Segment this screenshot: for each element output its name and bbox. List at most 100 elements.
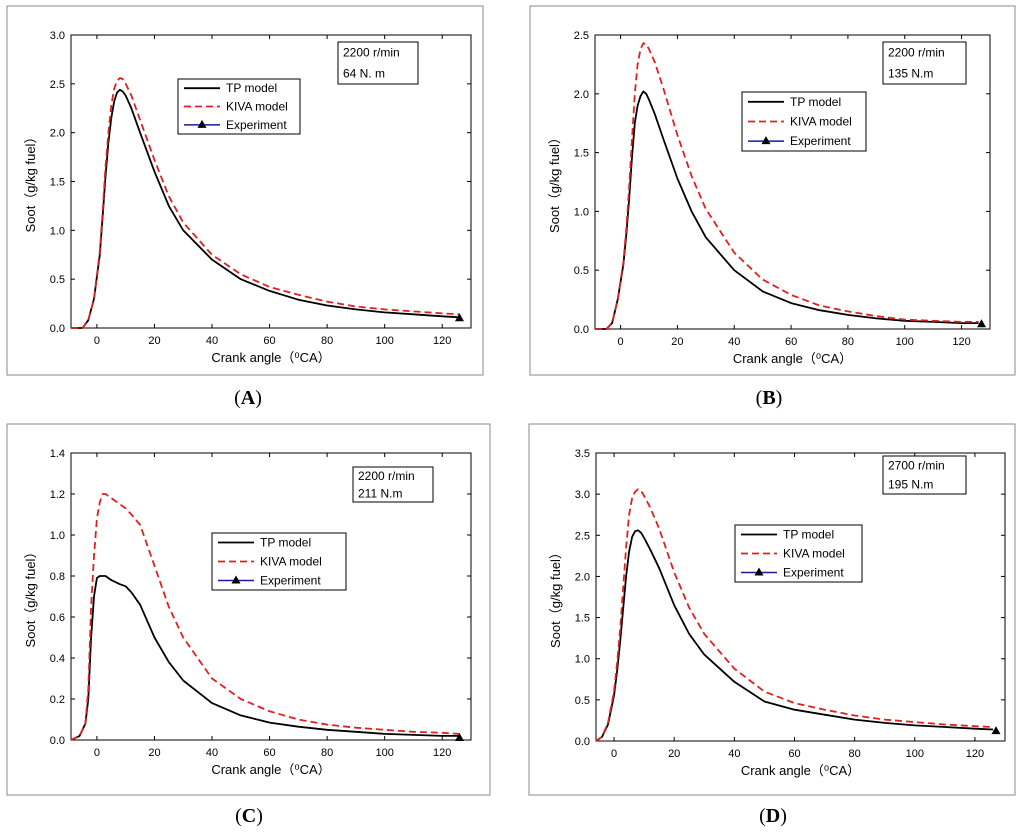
- kiva-model-line: [595, 42, 979, 330]
- legend-label: TP model: [260, 536, 311, 550]
- legend-experiment-marker: [197, 119, 207, 128]
- x-tick-label: 0: [611, 748, 617, 760]
- y-tick-label: 2.0: [574, 89, 589, 101]
- condition-box: [337, 41, 419, 85]
- x-tick-label: 80: [321, 747, 333, 759]
- panel-frame: [6, 423, 491, 796]
- y-tick-label: 0.5: [575, 695, 590, 707]
- y-tick-label: 0.6: [50, 612, 65, 624]
- x-tick-label: 120: [966, 748, 984, 760]
- legend-label: TP model: [790, 95, 841, 109]
- y-tick-label: 3.0: [575, 489, 590, 501]
- y-tick-label: 1.5: [575, 613, 590, 625]
- y-axis-title: Soot（g/kg fuel）: [23, 131, 38, 233]
- panel-label: (C): [235, 805, 263, 827]
- y-tick-label: 1.0: [574, 206, 589, 218]
- x-tick-label: 80: [321, 335, 333, 347]
- y-tick-label: 3.0: [50, 30, 65, 42]
- plot-area: [594, 34, 991, 330]
- x-tick-label: 60: [263, 335, 275, 347]
- x-axis-title: Crank angle（⁰CA）: [741, 763, 860, 778]
- condition-text: 2700 r/min: [888, 459, 945, 473]
- condition-box: [352, 466, 434, 503]
- condition-box: [882, 41, 967, 85]
- panel-label: (B): [756, 387, 783, 409]
- panel-frame: [528, 423, 1016, 796]
- x-tick-label: 0: [618, 336, 624, 348]
- panel-frame: [6, 5, 484, 376]
- plot-area: [595, 452, 1006, 742]
- condition-text: 2200 r/min: [888, 46, 945, 60]
- y-tick-label: 2.0: [575, 571, 590, 583]
- legend-experiment-marker: [231, 575, 241, 584]
- x-axis-title: Crank angle（⁰CA）: [211, 350, 330, 365]
- x-tick-label: 40: [206, 747, 218, 759]
- y-axis-title: Soot（g/kg fuel）: [548, 546, 563, 648]
- condition-text: 211 N.m: [358, 486, 402, 500]
- x-tick-label: 100: [375, 747, 393, 759]
- y-axis-title: Soot（g/kg fuel）: [547, 131, 562, 233]
- y-tick-label: 1.4: [50, 448, 65, 460]
- experiment-point: [976, 319, 986, 328]
- x-tick-label: 100: [896, 336, 914, 348]
- x-tick-label: 20: [671, 336, 683, 348]
- x-tick-label: 20: [148, 335, 160, 347]
- legend-label: Experiment: [783, 566, 844, 580]
- x-tick-label: 60: [263, 747, 275, 759]
- y-tick-label: 2.0: [50, 128, 65, 140]
- y-tick-label: 0.2: [50, 694, 65, 706]
- y-tick-label: 3.5: [575, 448, 590, 460]
- x-axis-title: Crank angle（⁰CA）: [211, 762, 330, 777]
- x-tick-label: 120: [433, 335, 451, 347]
- condition-text: 2200 r/min: [358, 469, 415, 483]
- y-tick-label: 0.0: [50, 735, 65, 747]
- condition-text: 64 N. m: [343, 67, 385, 81]
- y-tick-label: 0.0: [574, 324, 589, 336]
- legend-label: TP model: [226, 81, 277, 95]
- x-tick-label: 120: [952, 336, 970, 348]
- x-tick-label: 60: [788, 748, 800, 760]
- tp-model-line: [70, 575, 460, 741]
- y-tick-label: 1.5: [50, 177, 65, 189]
- x-tick-label: 80: [842, 336, 854, 348]
- x-tick-label: 60: [785, 336, 797, 348]
- x-tick-label: 40: [728, 748, 740, 760]
- x-tick-label: 40: [728, 336, 740, 348]
- y-tick-label: 2.5: [574, 30, 589, 42]
- chart-panel-b: 0.0 0.5 1.0 1.5 2.0 2.5 0 20 40 60 80 100 120 Crank a…: [529, 5, 1016, 409]
- y-tick-label: 0.0: [50, 323, 65, 335]
- legend-label: Experiment: [260, 574, 321, 588]
- x-axis-title: Crank angle（⁰CA）: [733, 351, 852, 366]
- x-tick-label: 40: [206, 335, 218, 347]
- x-tick-label: 120: [433, 747, 451, 759]
- panel-label: (D): [759, 805, 787, 827]
- y-tick-label: 1.2: [50, 489, 65, 501]
- kiva-model-line: [595, 488, 994, 742]
- experiment-point: [454, 732, 464, 741]
- y-tick-label: 1.5: [574, 148, 589, 160]
- condition-text: 195 N.m: [888, 478, 933, 492]
- panel-label: (A): [234, 387, 262, 409]
- y-tick-label: 1.0: [50, 530, 65, 542]
- y-tick-label: 1.0: [575, 654, 590, 666]
- y-axis-title: Soot（g/kg fuel）: [23, 546, 38, 648]
- legend-label: KIVA model: [783, 547, 845, 561]
- kiva-model-line: [71, 77, 460, 329]
- x-tick-label: 0: [94, 747, 100, 759]
- plot-area: [70, 452, 472, 741]
- legend-label: KIVA model: [790, 115, 852, 129]
- chart-panel-c: 0.0 0.2 0.4 0.6 0.8 1.0 1.2 1.4 0 20 40 60 80 100 120 C…: [6, 423, 491, 827]
- panel-frame: [529, 5, 1016, 376]
- legend-label: KIVA model: [260, 555, 322, 569]
- x-tick-label: 80: [849, 748, 861, 760]
- y-tick-label: 0.8: [50, 571, 65, 583]
- condition-box: [882, 455, 967, 495]
- y-tick-label: 0.0: [575, 736, 590, 748]
- x-tick-label: 100: [906, 748, 924, 760]
- y-tick-label: 1.0: [50, 225, 65, 237]
- experiment-point: [991, 726, 1001, 735]
- condition-text: 135 N.m: [888, 67, 933, 81]
- y-tick-label: 0.5: [50, 274, 65, 286]
- chart-panel-d: 0.0 0.5 1.0 1.5 2.0 2.5 3.0 3.5 0 20 40 60 80 100 120 C…: [528, 423, 1016, 827]
